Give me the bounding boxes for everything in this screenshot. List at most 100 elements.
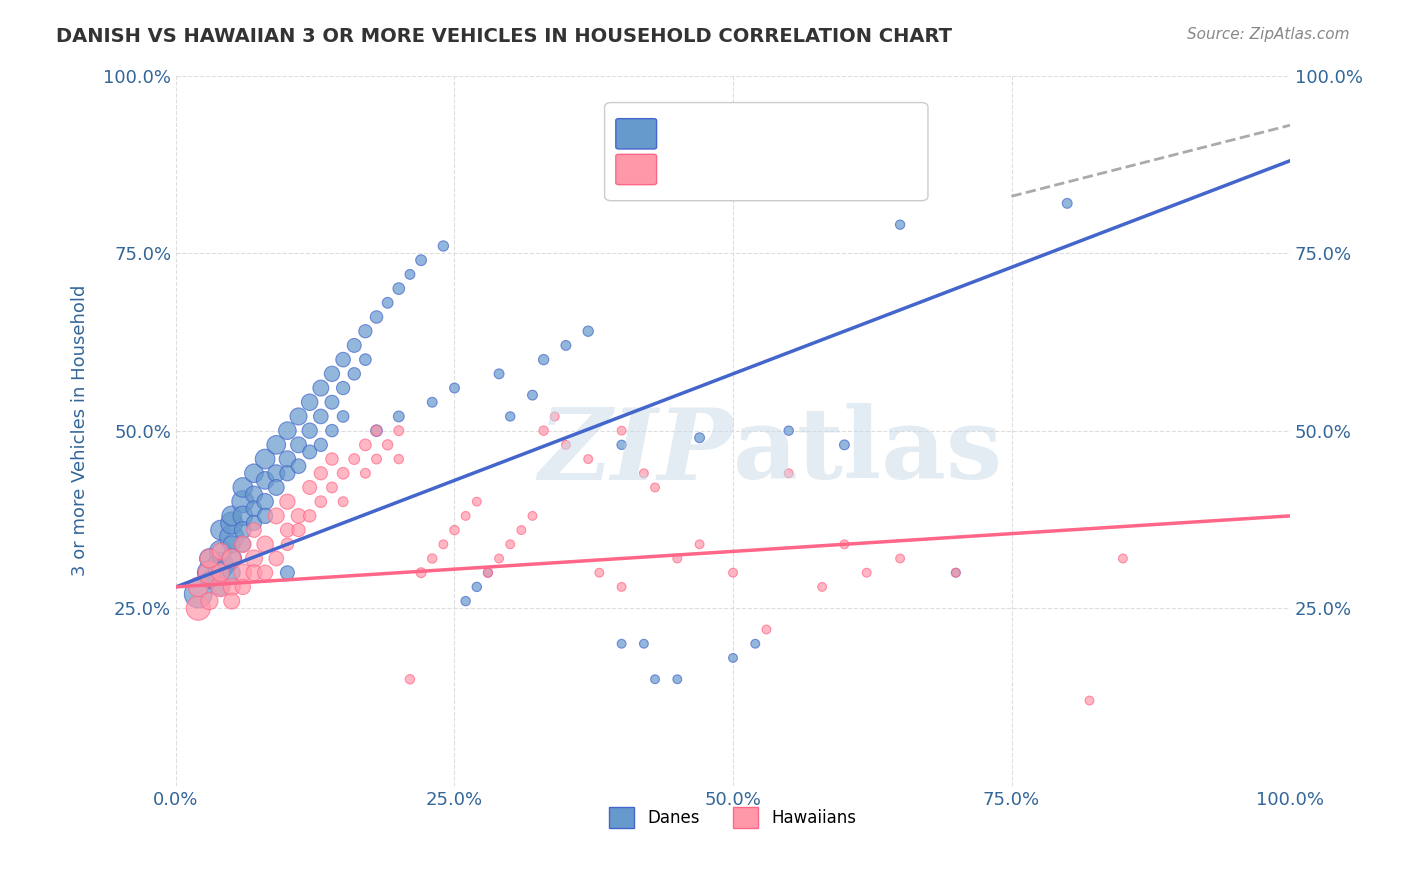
- Point: [232, 537, 254, 551]
- Point: [510, 523, 533, 537]
- Point: [610, 424, 633, 438]
- Point: [243, 523, 266, 537]
- Point: [1112, 551, 1135, 566]
- Point: [811, 580, 834, 594]
- Point: [778, 467, 800, 481]
- Point: [332, 467, 354, 481]
- Point: [187, 601, 209, 615]
- Point: [309, 409, 332, 424]
- Point: [366, 310, 388, 324]
- Point: [309, 494, 332, 508]
- Point: [276, 523, 298, 537]
- Point: [744, 637, 766, 651]
- Point: [388, 452, 411, 467]
- Point: [221, 530, 243, 544]
- Point: [298, 480, 321, 494]
- Point: [276, 537, 298, 551]
- Point: [298, 508, 321, 523]
- Point: [198, 566, 221, 580]
- Point: [834, 537, 856, 551]
- Point: [221, 516, 243, 530]
- Point: [221, 551, 243, 566]
- Point: [522, 388, 544, 402]
- Point: [332, 494, 354, 508]
- Point: [388, 424, 411, 438]
- Point: [332, 409, 354, 424]
- Point: [388, 282, 411, 296]
- Point: [264, 467, 287, 481]
- Point: [287, 459, 309, 474]
- Point: [321, 424, 343, 438]
- Text: atlas: atlas: [733, 403, 1004, 500]
- Point: [198, 551, 221, 566]
- Point: [533, 352, 555, 367]
- Point: [264, 438, 287, 452]
- Point: [243, 551, 266, 566]
- Point: [221, 580, 243, 594]
- Point: [666, 672, 689, 686]
- Point: [554, 438, 576, 452]
- Point: [354, 438, 377, 452]
- Point: [834, 438, 856, 452]
- Point: [499, 537, 522, 551]
- Point: [254, 474, 277, 488]
- Point: [287, 508, 309, 523]
- Point: [610, 438, 633, 452]
- Point: [576, 324, 599, 338]
- Point: [243, 516, 266, 530]
- Text: N = 83: N = 83: [801, 123, 869, 141]
- Point: [232, 580, 254, 594]
- Point: [522, 508, 544, 523]
- Point: [388, 409, 411, 424]
- Point: [209, 558, 232, 573]
- Point: [276, 424, 298, 438]
- Point: [588, 566, 610, 580]
- Point: [366, 424, 388, 438]
- Legend: Danes, Hawaiians: Danes, Hawaiians: [603, 801, 863, 834]
- Point: [221, 566, 243, 580]
- Point: [889, 218, 911, 232]
- Point: [298, 424, 321, 438]
- Point: [409, 566, 432, 580]
- Point: [209, 580, 232, 594]
- Point: [221, 551, 243, 566]
- Text: Source: ZipAtlas.com: Source: ZipAtlas.com: [1187, 27, 1350, 42]
- Point: [254, 537, 277, 551]
- Point: [221, 537, 243, 551]
- Point: [610, 580, 633, 594]
- Point: [721, 566, 744, 580]
- Point: [254, 566, 277, 580]
- Point: [287, 523, 309, 537]
- Point: [254, 494, 277, 508]
- Point: [332, 381, 354, 395]
- Point: [321, 367, 343, 381]
- Point: [309, 467, 332, 481]
- Point: [1056, 196, 1078, 211]
- Point: [399, 268, 422, 282]
- Point: [576, 452, 599, 467]
- Point: [243, 566, 266, 580]
- Point: [721, 651, 744, 665]
- Point: [889, 551, 911, 566]
- Point: [644, 480, 666, 494]
- Point: [187, 580, 209, 594]
- Point: [443, 523, 465, 537]
- Point: [399, 672, 422, 686]
- Point: [465, 580, 488, 594]
- Point: [454, 594, 477, 608]
- Point: [554, 338, 576, 352]
- Point: [298, 395, 321, 409]
- Point: [533, 424, 555, 438]
- Point: [343, 452, 366, 467]
- Point: [276, 452, 298, 467]
- Point: [332, 352, 354, 367]
- Point: [221, 508, 243, 523]
- Point: [689, 431, 711, 445]
- Point: [610, 637, 633, 651]
- Point: [198, 573, 221, 587]
- Point: [465, 494, 488, 508]
- Point: [499, 409, 522, 424]
- Point: [243, 501, 266, 516]
- Point: [287, 409, 309, 424]
- Point: [243, 487, 266, 501]
